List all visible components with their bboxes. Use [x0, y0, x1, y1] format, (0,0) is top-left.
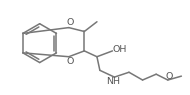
Text: NH: NH	[106, 77, 120, 86]
Text: O: O	[66, 57, 74, 66]
Text: O: O	[66, 18, 74, 27]
Text: OH: OH	[112, 45, 127, 54]
Text: O: O	[165, 72, 173, 81]
